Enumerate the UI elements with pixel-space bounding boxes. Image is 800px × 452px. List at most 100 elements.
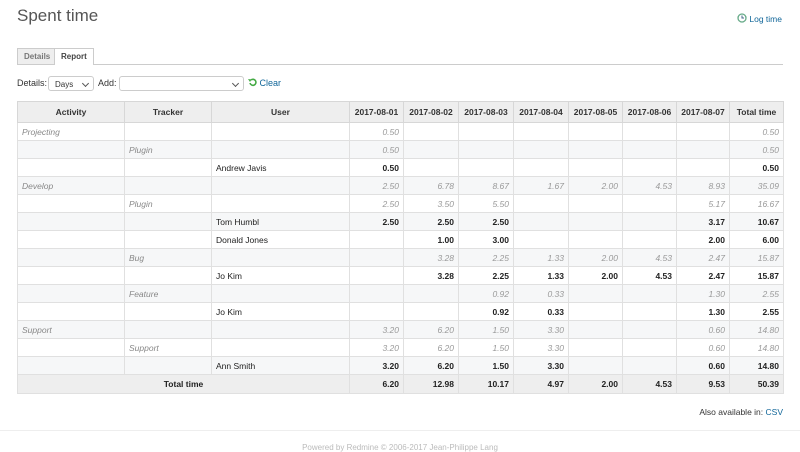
hours-cell: 1.50 bbox=[458, 320, 514, 339]
column-header: 2017-08-02 bbox=[403, 101, 459, 123]
details-select[interactable]: Days bbox=[48, 76, 94, 91]
hours-cell: 14.80 bbox=[729, 338, 784, 357]
clear[interactable]: Clear bbox=[248, 78, 281, 88]
total-cell: 50.39 bbox=[729, 374, 784, 394]
hours-cell: 6.78 bbox=[403, 176, 459, 195]
hours-cell bbox=[622, 320, 677, 339]
tab-details[interactable]: Details bbox=[17, 48, 58, 64]
hours-cell bbox=[622, 122, 677, 141]
hours-cell bbox=[513, 158, 569, 177]
hours-cell bbox=[568, 212, 623, 231]
label-cell bbox=[17, 248, 125, 267]
hours-cell: 2.55 bbox=[729, 302, 784, 321]
hours-cell: 3.20 bbox=[349, 338, 404, 357]
log-time[interactable]: Log time bbox=[737, 13, 782, 24]
column-header: 2017-08-01 bbox=[349, 101, 404, 123]
label-cell bbox=[17, 194, 125, 213]
label-cell: Bug bbox=[124, 248, 212, 267]
hours-cell: 2.00 bbox=[568, 266, 623, 285]
hours-cell: 2.25 bbox=[458, 266, 514, 285]
label-cell: Plugin bbox=[124, 194, 212, 213]
label-cell bbox=[211, 194, 350, 213]
hours-cell: 15.87 bbox=[729, 266, 784, 285]
hours-cell: 0.50 bbox=[349, 122, 404, 141]
hours-cell bbox=[568, 158, 623, 177]
total-row: Total time 6.20 12.98 10.17 4.97 2.00 4.53 9.53… bbox=[17, 374, 784, 394]
report-row: Donald Jones 1.00 3.00 2.00 6.00 bbox=[17, 230, 784, 249]
hours-cell: 2.50 bbox=[349, 176, 404, 195]
add-select[interactable] bbox=[119, 76, 244, 91]
hours-cell bbox=[403, 122, 459, 141]
label-cell bbox=[124, 266, 212, 285]
hours-cell: 4.53 bbox=[622, 248, 677, 267]
hours-cell bbox=[622, 140, 677, 159]
column-header: Total time bbox=[729, 101, 784, 123]
hours-cell bbox=[568, 338, 623, 357]
label-cell bbox=[17, 338, 125, 357]
hours-cell: 0.50 bbox=[349, 158, 404, 177]
hours-cell: 6.20 bbox=[403, 320, 459, 339]
hours-cell: 14.80 bbox=[729, 356, 784, 375]
label-cell bbox=[17, 284, 125, 303]
hours-cell: 3.17 bbox=[676, 212, 730, 231]
total-cell: 9.53 bbox=[676, 374, 730, 394]
clear-icon bbox=[248, 78, 257, 87]
hours-cell bbox=[403, 140, 459, 159]
clear-link[interactable]: Clear bbox=[259, 78, 282, 88]
hours-cell bbox=[622, 230, 677, 249]
hours-cell bbox=[622, 356, 677, 375]
label-cell bbox=[211, 284, 350, 303]
report-row: Ann Smith 3.20 6.20 1.50 3.30 0.60 14.80 bbox=[17, 356, 784, 375]
label-cell bbox=[124, 176, 212, 195]
tab-report[interactable]: Report bbox=[54, 48, 94, 65]
hours-cell bbox=[568, 122, 623, 141]
total-label: Total time bbox=[17, 374, 350, 394]
total-cell: 6.20 bbox=[349, 374, 404, 394]
hours-cell: 3.50 bbox=[403, 194, 459, 213]
hours-cell bbox=[349, 284, 404, 303]
label-cell: Tom Humbl bbox=[211, 212, 350, 231]
hours-cell bbox=[349, 302, 404, 321]
label-cell bbox=[124, 230, 212, 249]
hours-cell bbox=[458, 140, 514, 159]
column-header: Activity bbox=[17, 101, 125, 123]
report-row: Plugin 0.50 0.50 bbox=[17, 140, 784, 159]
csv-link[interactable]: CSV bbox=[765, 407, 783, 417]
hours-cell: 0.50 bbox=[729, 158, 784, 177]
details-label: Details: bbox=[17, 78, 48, 88]
label-cell: Jo Kim bbox=[211, 266, 350, 285]
hours-cell: 0.60 bbox=[676, 320, 730, 339]
hours-cell bbox=[403, 284, 459, 303]
powered-by: Powered by Redmine © 2006-2017 Jean-Phil… bbox=[302, 443, 498, 452]
hours-cell: 0.60 bbox=[676, 338, 730, 357]
label-cell bbox=[124, 302, 212, 321]
label-cell bbox=[124, 212, 212, 231]
label-cell bbox=[211, 122, 350, 141]
log-time-link[interactable]: Log time bbox=[749, 14, 782, 24]
hours-cell bbox=[676, 158, 730, 177]
label-cell bbox=[124, 356, 212, 375]
hours-cell bbox=[676, 140, 730, 159]
report-table: Activity Tracker User 2017-08-01 2017-08-02 2… bbox=[17, 101, 784, 394]
hours-cell bbox=[349, 230, 404, 249]
hours-cell bbox=[458, 122, 514, 141]
label-cell bbox=[17, 158, 125, 177]
label-cell bbox=[211, 140, 350, 159]
label-cell bbox=[17, 230, 125, 249]
hours-cell: 3.30 bbox=[513, 320, 569, 339]
hours-cell bbox=[513, 212, 569, 231]
hours-cell: 35.09 bbox=[729, 176, 784, 195]
report-row: Develop 2.50 6.78 8.67 1.67 2.00 4.53 8.93 35.09 bbox=[17, 176, 784, 195]
hours-cell bbox=[622, 284, 677, 303]
details-value: Days bbox=[55, 80, 74, 89]
label-cell bbox=[17, 266, 125, 285]
label-cell: Andrew Javis bbox=[211, 158, 350, 177]
hours-cell bbox=[403, 158, 459, 177]
hours-cell: 1.50 bbox=[458, 338, 514, 357]
hours-cell bbox=[568, 284, 623, 303]
hours-cell bbox=[403, 302, 459, 321]
label-cell bbox=[17, 140, 125, 159]
hours-cell bbox=[349, 266, 404, 285]
hours-cell: 2.00 bbox=[568, 248, 623, 267]
hours-cell: 0.60 bbox=[676, 356, 730, 375]
